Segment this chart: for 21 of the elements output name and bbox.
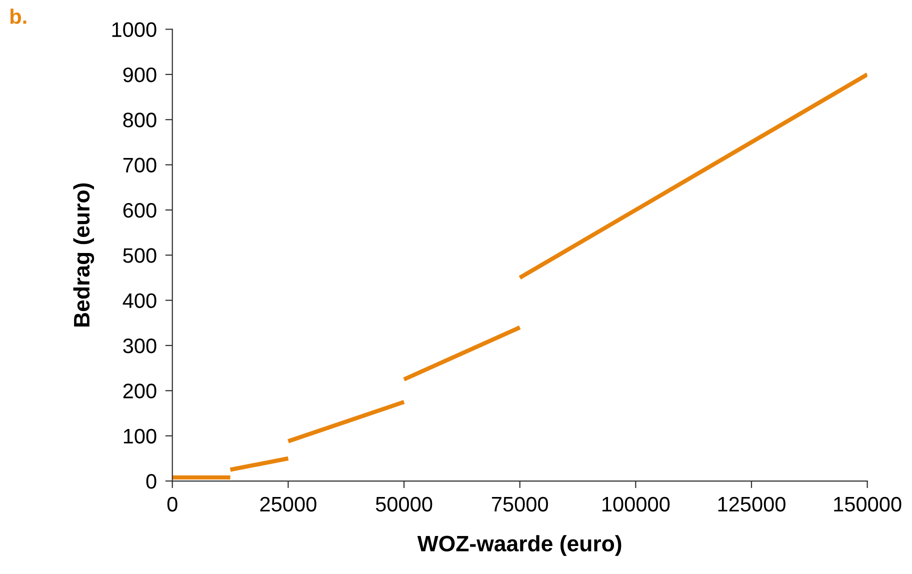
chart-title: b.	[10, 8, 26, 24]
y-tick-label: 1000	[112, 22, 156, 38]
x-tick-label: 100000	[602, 496, 670, 512]
y-axis-title: Bedrag (euro)	[73, 183, 94, 326]
y-tick-label: 800	[123, 112, 156, 128]
x-tick-label: 75000	[492, 496, 548, 512]
x-tick-label: 25000	[260, 496, 316, 512]
y-tick-label: 900	[123, 67, 156, 82]
y-tick-label: 600	[123, 202, 156, 218]
x-tick-label: 0	[167, 496, 178, 512]
y-tick-label: 300	[123, 338, 156, 354]
y-tick-label: 500	[123, 248, 156, 263]
x-tick-label: 50000	[376, 496, 432, 512]
y-tick-label: 0	[146, 474, 156, 489]
x-axis-title: WOZ-waarde (euro)	[417, 535, 622, 556]
x-tick-label: 125000	[718, 496, 786, 512]
y-tick-label: 200	[123, 384, 156, 398]
x-tick-label: 150000	[834, 496, 902, 512]
y-tick-label: 100	[124, 428, 156, 444]
y-tick-label: 700	[123, 158, 156, 173]
y-tick-label: 400	[122, 293, 156, 308]
